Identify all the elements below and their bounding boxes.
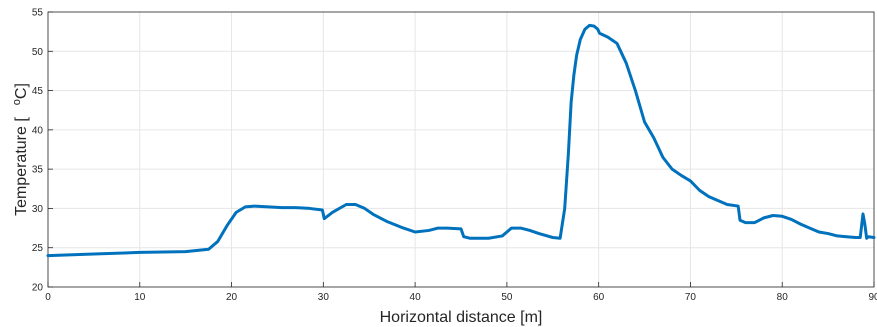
y-axis-label: Temperature [ oC] <box>11 83 30 216</box>
x-tick-label: 50 <box>501 292 513 303</box>
y-tick-label: 40 <box>32 125 44 136</box>
temperature-series-line <box>46 23 876 258</box>
x-tick-label: 80 <box>777 292 789 303</box>
x-axis-label: Horizontal distance [m] <box>380 309 543 326</box>
plot-border <box>47 11 875 288</box>
x-tick-label: 70 <box>685 292 697 303</box>
x-tick-label: 40 <box>410 292 422 303</box>
y-tick-label: 35 <box>32 165 44 176</box>
y-tick-label: 20 <box>32 283 44 294</box>
x-tick-label: 20 <box>226 292 238 303</box>
y-tick-label: 45 <box>32 86 44 97</box>
y-axis-label-degree: o <box>11 99 23 105</box>
y-tick-label: 25 <box>32 243 44 254</box>
y-axis-label-unit: C] <box>13 83 30 99</box>
y-tick-label: 30 <box>32 204 44 215</box>
x-tick-label: 10 <box>134 292 146 303</box>
x-tick-label: 0 <box>45 292 51 303</box>
x-tick-label: 90 <box>868 292 877 303</box>
y-tick-label: 55 <box>32 8 44 19</box>
y-axis-ticks: 20 25 30 35 40 45 50 55 <box>32 8 53 294</box>
x-axis-ticks: 0 10 20 30 40 50 60 70 80 90 <box>45 282 877 303</box>
x-tick-label: 30 <box>318 292 330 303</box>
plot-area <box>48 12 874 287</box>
y-axis-label-main: Temperature [ <box>13 117 30 216</box>
y-tick-label: 50 <box>32 47 44 58</box>
x-tick-label: 60 <box>593 292 605 303</box>
